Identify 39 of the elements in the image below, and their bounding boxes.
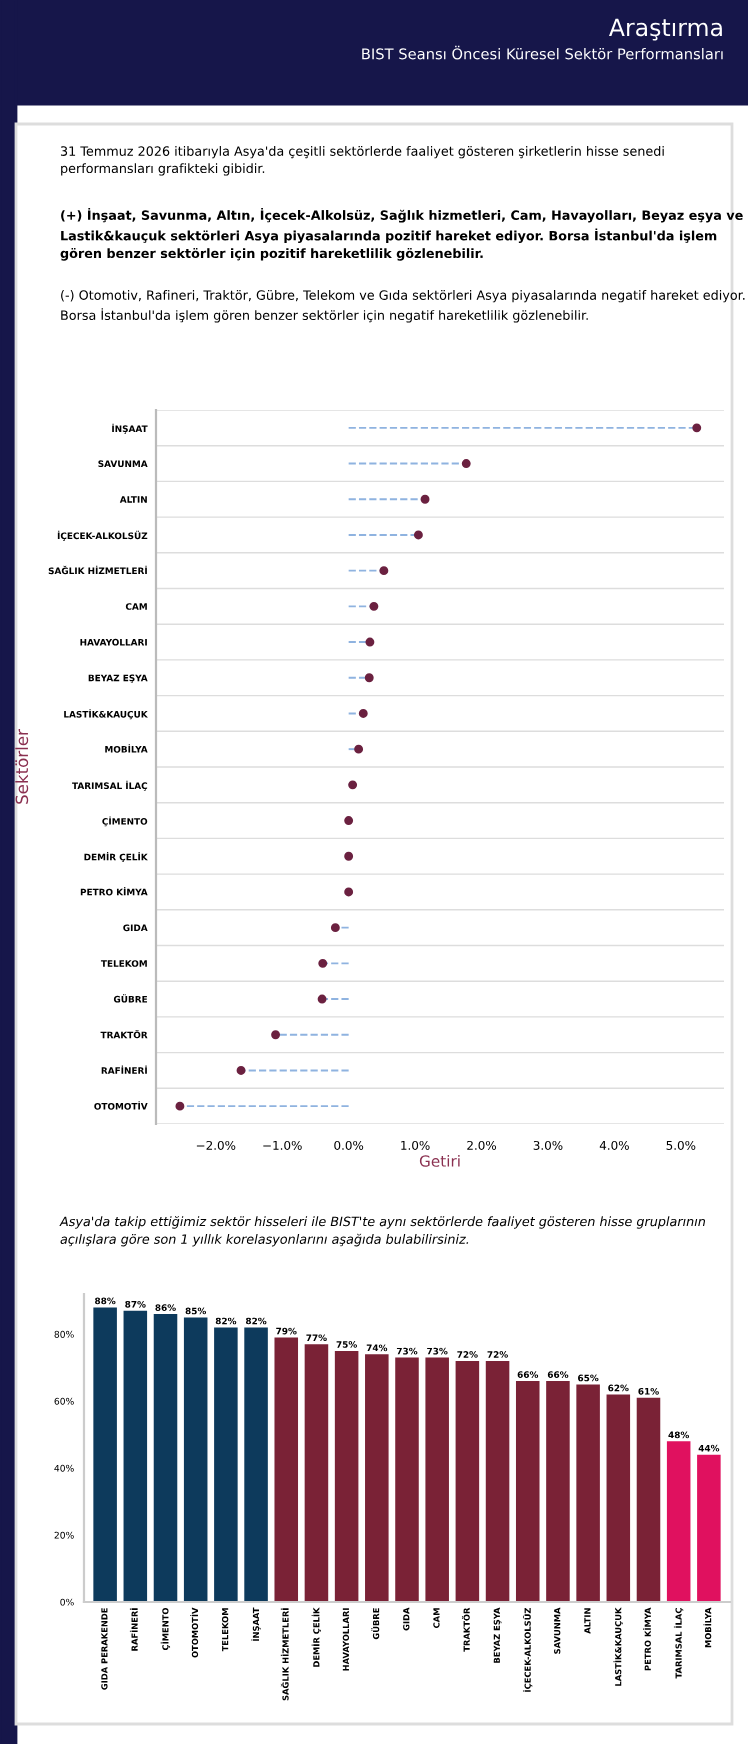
bar: [697, 1454, 721, 1602]
bar: [183, 1317, 208, 1602]
point: [692, 423, 702, 433]
point: [330, 923, 340, 933]
point: [318, 958, 328, 968]
point: [271, 1030, 281, 1040]
bar: [515, 1381, 540, 1602]
point: [317, 994, 327, 1004]
point: [364, 673, 374, 683]
bar: [93, 1307, 117, 1602]
bar: [304, 1344, 329, 1602]
y-axis-title: Sektörler: [15, 729, 29, 804]
point: [420, 494, 430, 504]
point: [461, 459, 471, 468]
point: [358, 709, 368, 718]
bar: [666, 1441, 691, 1602]
point: [236, 1066, 246, 1075]
point: [354, 744, 364, 754]
point: [369, 601, 379, 611]
bar: [123, 1310, 148, 1602]
bar: [365, 1354, 389, 1602]
point: [365, 637, 375, 647]
chart-title: Araştırma: [608, 18, 722, 41]
bar: [153, 1314, 178, 1602]
bar: [606, 1394, 631, 1602]
bar: [214, 1327, 238, 1602]
bar: [636, 1397, 661, 1602]
bar: [244, 1327, 268, 1602]
bar: [395, 1357, 419, 1602]
bar: [455, 1360, 480, 1602]
bar: [485, 1360, 510, 1602]
point: [379, 566, 389, 576]
bar: [546, 1381, 570, 1602]
bar: [274, 1337, 299, 1602]
point: [413, 530, 423, 540]
bar: [576, 1384, 600, 1602]
bar: [334, 1350, 359, 1602]
point: [175, 1101, 185, 1111]
bar: [425, 1357, 449, 1602]
